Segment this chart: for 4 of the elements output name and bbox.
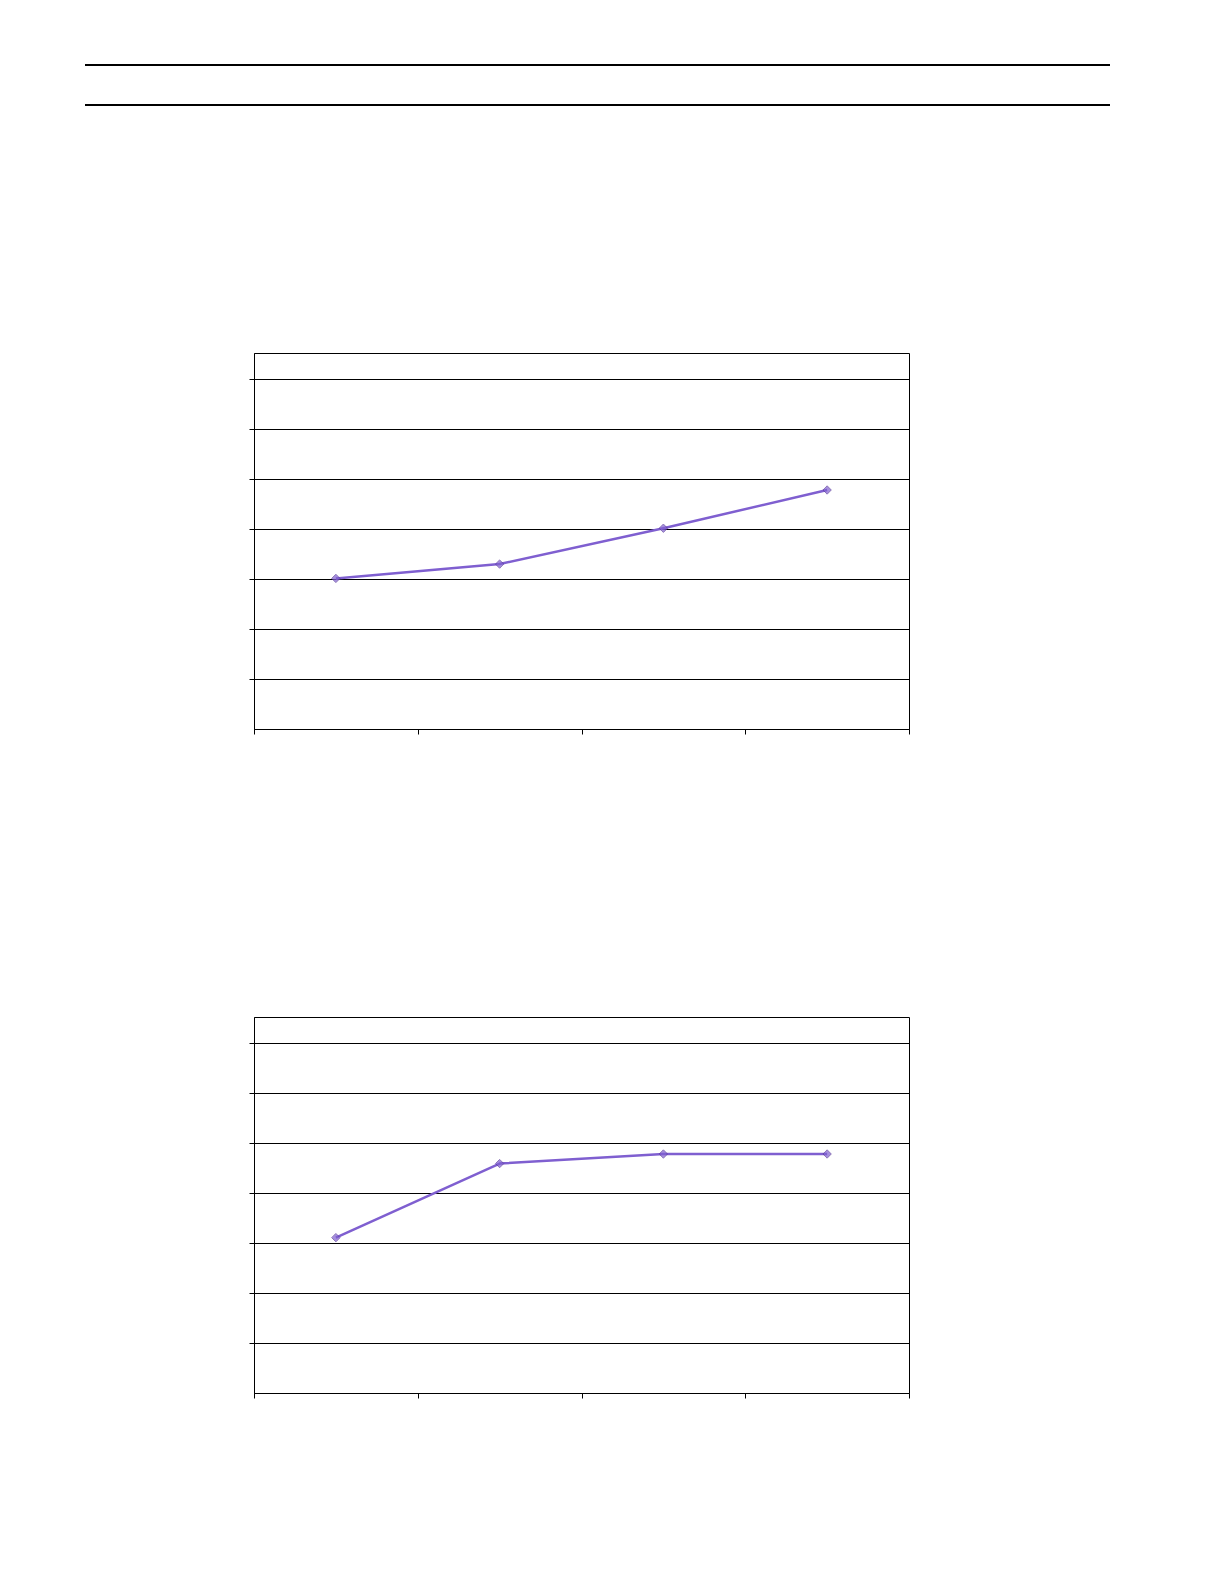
point [822,485,832,495]
point [331,573,341,584]
point [494,559,505,569]
point [658,523,669,533]
